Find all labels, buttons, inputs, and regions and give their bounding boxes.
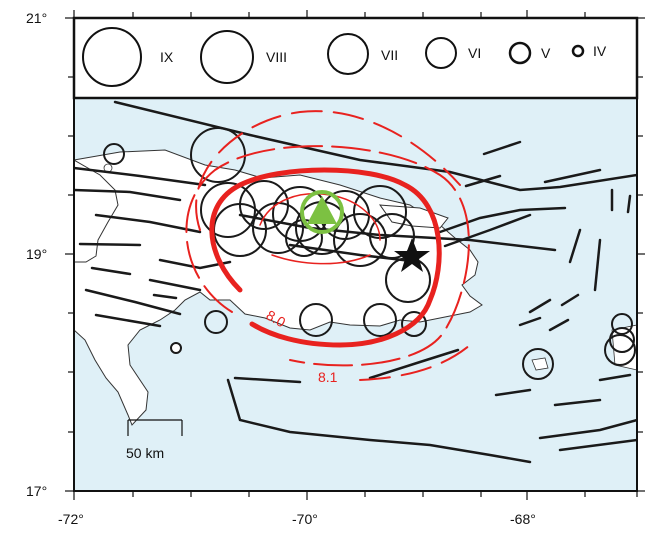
fault-east-9: [626, 194, 632, 214]
samana-peninsula: [378, 204, 449, 229]
contour-8-1-lower: [359, 344, 471, 381]
fault-haiti-1: [152, 293, 178, 300]
legend-label-v: V: [541, 45, 551, 61]
intensity-circle: [103, 143, 125, 165]
fault-trench-east-2: [558, 438, 637, 452]
fault-east-6: [568, 228, 582, 264]
fault-trench-east: [538, 418, 637, 440]
fault-lines: [74, 100, 637, 464]
y-tick-label: 17°: [26, 483, 47, 499]
intensity-circle: [401, 311, 427, 337]
intensity-circle: [611, 313, 633, 335]
fault-east-1: [438, 206, 567, 234]
island-mona: [531, 357, 549, 371]
x-tick-label: -72°: [58, 511, 84, 527]
legend-label-vi: VI: [468, 45, 481, 61]
intensity-circle: [299, 303, 333, 337]
fault-southwest-1: [84, 288, 182, 316]
intensity-circle: [369, 213, 415, 259]
intensity-circle: [522, 348, 554, 380]
fault-cordillera-2: [94, 213, 202, 234]
fault-southwest-2: [94, 313, 162, 328]
fault-muertos: [494, 388, 532, 397]
fault-east-13: [548, 318, 570, 332]
legend-circle-ix: [82, 27, 142, 87]
fault-cordillera-1: [74, 188, 182, 202]
legend-circle-v: [508, 41, 532, 65]
fault-muertos-3: [553, 398, 602, 407]
contour-inner: [209, 167, 442, 348]
y-tick-label: 21°: [26, 10, 47, 26]
scale-bar: [127, 419, 183, 436]
island-puerto-rico-tip: [611, 324, 637, 371]
scale-bar-label: 50 km: [126, 445, 164, 461]
y-tick-label: 19°: [26, 246, 47, 262]
fault-east-10: [560, 293, 580, 307]
fault-trench: [226, 378, 532, 464]
contour-label-8-1: 8.1: [318, 369, 338, 385]
fault-east-3: [482, 140, 522, 156]
northwest-peninsula: [74, 159, 119, 263]
fault-east-5: [543, 168, 602, 184]
fault-east-7: [593, 238, 602, 292]
contour-core-2: [271, 254, 371, 265]
intensity-circle: [200, 182, 256, 238]
fault-septentrional: [113, 100, 637, 192]
fault-cordillera-3: [78, 242, 142, 247]
epicenter-ring: [300, 190, 344, 234]
legend-label-ix: IX: [160, 49, 174, 65]
axis-ticks: [65, 10, 645, 500]
fault-muertos-2: [598, 373, 632, 382]
legend-label-iv: IV: [593, 43, 607, 59]
legend-circle-iv: [571, 44, 585, 58]
fault-east-11: [528, 298, 552, 314]
star-icon: [394, 238, 430, 272]
intensity-circle: [170, 342, 182, 354]
fault-south-1: [368, 348, 460, 380]
x-tick-label: -70°: [292, 511, 318, 527]
intensity-circle: [363, 303, 397, 337]
legend-circle-vi: [425, 37, 457, 69]
fault-north-hispaniola: [74, 166, 207, 187]
fault-east-2: [443, 213, 532, 248]
fault-east-12: [518, 316, 542, 327]
intensity-circle: [333, 213, 387, 267]
fault-south-2: [233, 376, 302, 384]
legend-circle-viii: [200, 30, 254, 84]
intensity-circle: [204, 310, 228, 334]
x-tick-label: -68°: [510, 511, 536, 527]
legend-label-viii: VIII: [266, 49, 287, 65]
contour-8-1: [195, 110, 461, 231]
legend-circle-vii: [327, 33, 369, 75]
epicenter-triangle: [307, 196, 337, 224]
fault-east-4: [464, 174, 502, 188]
fault-cordillera-5: [90, 266, 132, 276]
contour-8-0: [185, 145, 470, 367]
fault-southwest-3: [148, 278, 202, 292]
intensity-circle: [604, 334, 636, 366]
hispaniola-landmass: [74, 149, 483, 426]
legend-label-vii: VII: [381, 47, 398, 63]
legend: IX VIII VII VI V IV: [72, 16, 639, 100]
